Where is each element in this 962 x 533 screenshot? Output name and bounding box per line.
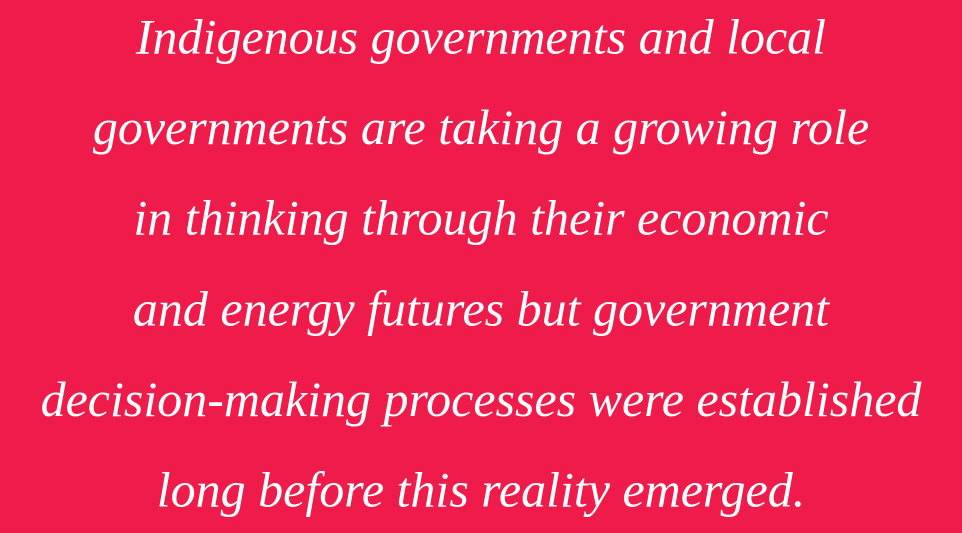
quote-line: Indigenous governments and local bbox=[135, 8, 826, 64]
quote-line: in thinking through their economic bbox=[133, 190, 828, 246]
quote-line: and energy futures but government bbox=[133, 280, 830, 336]
quote-line: governments are taking a growing role bbox=[93, 99, 869, 155]
quote-line: long before this reality emerged. bbox=[157, 461, 805, 517]
quote-text: Indigenous governments and local governme… bbox=[41, 8, 923, 517]
quote-line: decision-making processes were establish… bbox=[41, 371, 923, 427]
